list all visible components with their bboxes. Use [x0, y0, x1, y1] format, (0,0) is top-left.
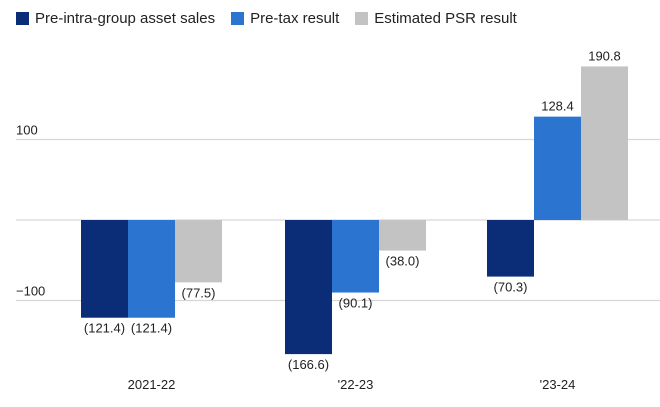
bar: [581, 66, 628, 220]
data-label: (121.4): [131, 321, 172, 336]
legend-swatch: [355, 12, 369, 25]
data-label: 190.8: [588, 48, 621, 63]
bar: [175, 220, 222, 283]
x-tick-label: '23-24: [540, 377, 576, 392]
legend-item-pre-tax: Pre-tax result: [231, 10, 339, 27]
legend-item-pre-intra-group: Pre-intra-group asset sales: [16, 10, 215, 27]
bar: [534, 116, 581, 220]
data-label: (90.1): [339, 296, 373, 311]
x-tick-label: '22-23: [338, 377, 374, 392]
x-tick-label: 2021-22: [128, 377, 176, 392]
y-tick-label: 100: [16, 123, 38, 138]
bar: [128, 220, 175, 318]
legend-item-psr: Estimated PSR result: [355, 10, 517, 27]
data-label: (77.5): [182, 285, 216, 300]
data-label: 128.4: [541, 99, 574, 114]
bar: [332, 220, 379, 293]
legend-label: Pre-tax result: [250, 10, 340, 27]
bar: [379, 220, 426, 251]
bar: [81, 220, 128, 318]
y-tick-label: −100: [16, 284, 45, 299]
data-label: (70.3): [494, 280, 528, 295]
data-label: (121.4): [84, 321, 125, 336]
legend-swatch: [16, 12, 29, 25]
legend-swatch: [231, 12, 245, 25]
legend-label: Pre-intra-group asset sales: [35, 10, 216, 27]
data-label: (38.0): [386, 254, 420, 269]
bar: [285, 220, 332, 355]
legend: Pre-intra-group asset sales Pre-tax resu…: [16, 10, 517, 27]
legend-label: Estimated PSR result: [374, 10, 517, 27]
bar: [487, 220, 534, 277]
data-label: (166.6): [288, 357, 329, 372]
